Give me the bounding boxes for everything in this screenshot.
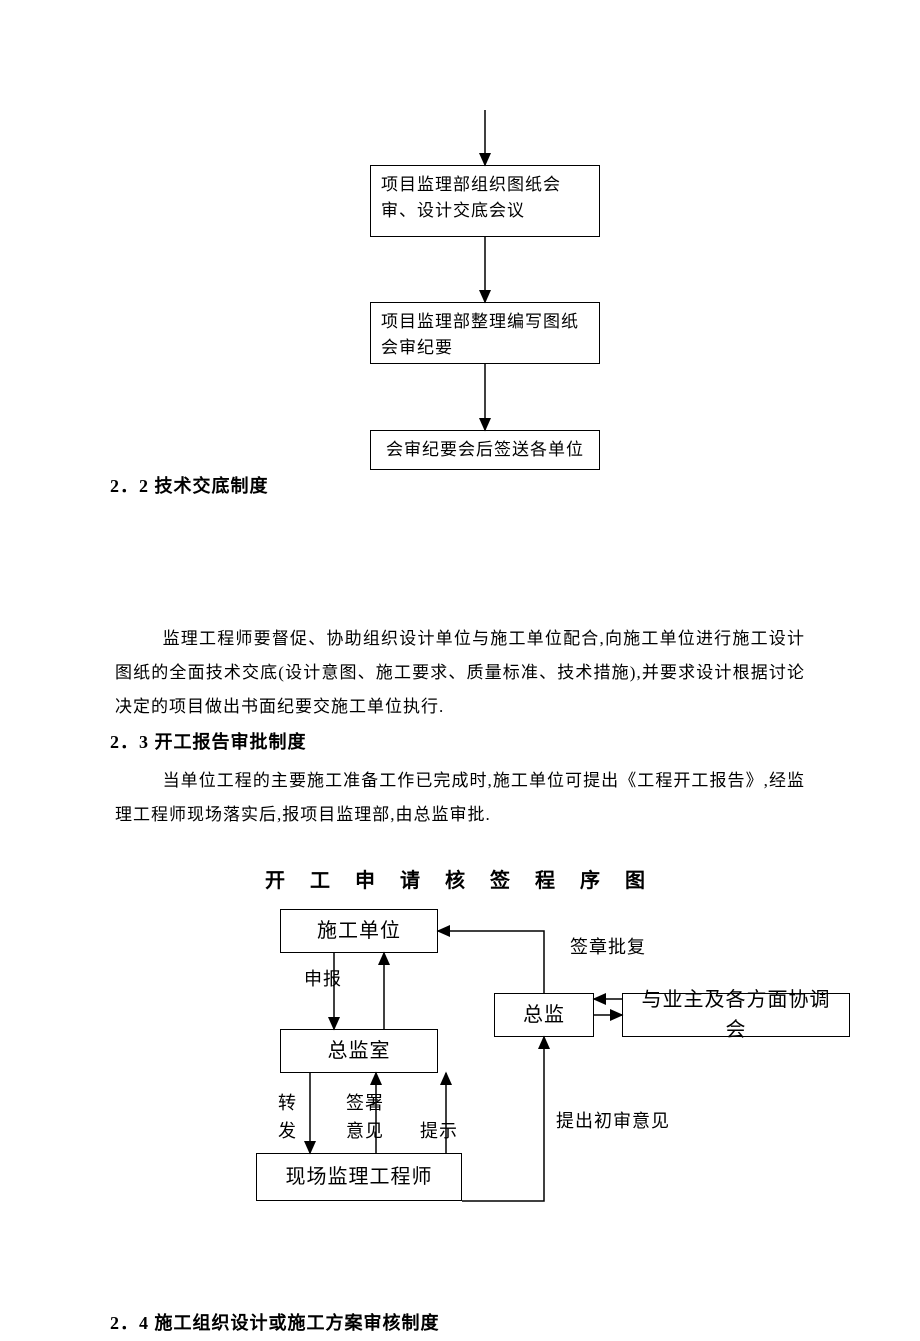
flowchart-a-node-a3-label: 会审纪要会后签送各单位 (386, 437, 584, 463)
spacer-bottom (0, 1239, 920, 1309)
flowchart-b-node-unit-label: 施工单位 (317, 916, 401, 946)
figure-b-title: 开 工 申 请 核 签 程 序 图 (0, 864, 920, 893)
flowchart-b-node-engineer: 现场监理工程师 (256, 1153, 462, 1201)
edge-label-qianshu-1: 签署 (346, 1089, 384, 1115)
paragraph-2-2: 监理工程师要督促、协助组织设计单位与施工单位配合,向施工单位进行施工设计图纸的全… (0, 618, 920, 728)
paragraph-2-3: 当单位工程的主要施工准备工作已完成时,施工单位可提出《工程开工报告》,经监理工程… (0, 760, 920, 836)
flowchart-b-node-meeting: 与业主及各方面协调会 (622, 993, 850, 1037)
flowchart-a-node-a1: 项目监理部组织图纸会审、设计交底会议 (370, 165, 600, 237)
flowchart-a-node-a1-label: 项目监理部组织图纸会审、设计交底会议 (381, 172, 589, 223)
edge-label-shenbao: 申报 (304, 965, 342, 991)
edge-label-tishi: 提示 (420, 1117, 458, 1143)
flowchart-b: 施工单位 总监室 现场监理工程师 总监 与业主及各方面协调会 申报 转 发 签署… (0, 899, 920, 1239)
edge-label-zhuanfa-2: 发 (278, 1117, 297, 1143)
heading-2-3: 2．3 开工报告审批制度 (0, 728, 920, 760)
flowchart-b-node-zongjian: 总监 (494, 993, 594, 1037)
edge-label-qianshu-2: 意见 (346, 1117, 384, 1143)
flowchart-b-node-unit: 施工单位 (280, 909, 438, 953)
edge-label-zhuanfa-1: 转 (278, 1089, 297, 1115)
flowchart-b-node-office-label: 总监室 (328, 1036, 391, 1066)
heading-2-2: 2．2 技术交底制度 (0, 472, 269, 504)
edge-label-chushen: 提出初审意见 (556, 1107, 670, 1133)
flowchart-a-node-a3: 会审纪要会后签送各单位 (370, 430, 600, 470)
spacer (0, 510, 920, 618)
flowchart-b-node-zongjian-label: 总监 (523, 1000, 565, 1030)
flowchart-b-node-engineer-label: 现场监理工程师 (286, 1162, 433, 1192)
flowchart-a-node-a2-label: 项目监理部整理编写图纸会审纪要 (381, 309, 589, 360)
page: 项目监理部组织图纸会审、设计交底会议 项目监理部整理编写图纸会审纪要 会审纪要会… (0, 0, 920, 1341)
flowchart-a: 项目监理部组织图纸会审、设计交底会议 项目监理部整理编写图纸会审纪要 会审纪要会… (0, 110, 920, 510)
flowchart-b-node-meeting-label: 与业主及各方面协调会 (633, 985, 839, 1045)
heading-2-4: 2．4 施工组织设计或施工方案审核制度 (0, 1309, 920, 1341)
flowchart-b-node-office: 总监室 (280, 1029, 438, 1073)
edge-label-pifu: 签章批复 (570, 933, 646, 959)
flowchart-a-node-a2: 项目监理部整理编写图纸会审纪要 (370, 302, 600, 364)
